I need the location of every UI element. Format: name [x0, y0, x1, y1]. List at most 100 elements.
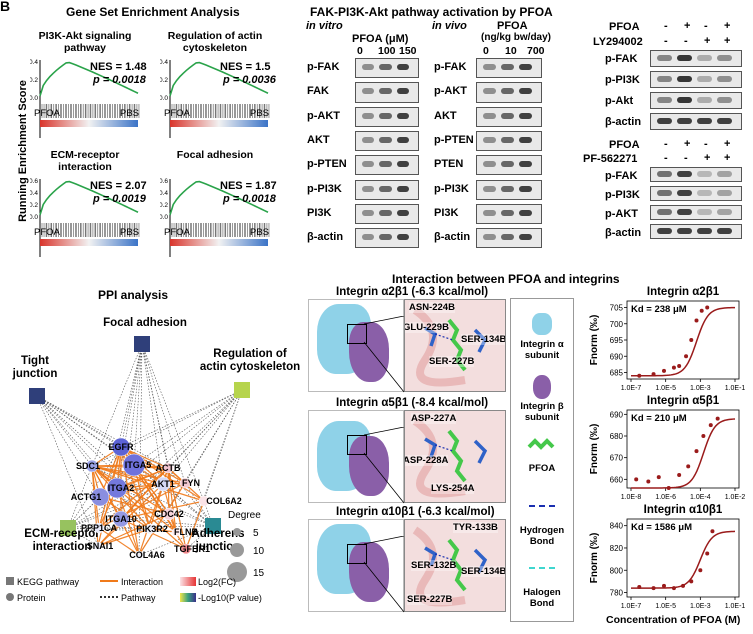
pbs-end-label: PBS [250, 108, 270, 119]
data-point [708, 423, 713, 428]
interaction-edge [91, 465, 164, 485]
protein-node [171, 527, 181, 537]
protein-band [396, 88, 409, 95]
invivo-header-unit: (ng/kg bw/day) [481, 32, 551, 43]
protein-label: ITGA5 [125, 460, 152, 470]
wb-title: FAK-PI3K-Akt pathway activation by PFOA [310, 5, 553, 19]
mst-ylabel: Fnorm (‰) [589, 533, 600, 584]
blot-strip [650, 113, 742, 130]
degree-circle [233, 528, 241, 536]
protein-band [677, 170, 692, 177]
docking-legend: Integrin α subunit Integrin β subunit PFOA… [510, 298, 574, 622]
data-point [634, 477, 639, 482]
hydrogen-bond-icon-shape [529, 505, 555, 507]
dose-label: 0 [357, 45, 363, 57]
y-tick-label: 0.2 [160, 202, 168, 209]
p-value: p = 0.0019 [93, 193, 146, 205]
pfoa-end-label: PFOA [34, 108, 60, 119]
protein-band [379, 209, 392, 216]
hydrogen-bond [434, 553, 454, 561]
protein-node [155, 476, 171, 492]
pathway-edge [36, 395, 170, 515]
protein-band [501, 88, 514, 95]
x-tick-label: 1.0E-8 [621, 494, 642, 501]
pathway-edge [36, 395, 122, 448]
y-tick-label: 0.2 [30, 202, 38, 209]
pathway-edge [36, 395, 177, 533]
gsea-plot: 0.6 0.4 0.2 0.0 [160, 178, 270, 257]
gsea-plot-title: Regulation of actin cytoskeleton [167, 30, 263, 54]
interaction-edge [98, 527, 140, 556]
x-tick-label: 1.0E-5 [655, 603, 676, 610]
x-tick-label: 1.0E-5 [655, 385, 676, 392]
data-point [637, 373, 642, 378]
protein-label: CDC42 [154, 509, 184, 519]
legend-text: Interaction [121, 577, 163, 587]
y-tick-label: 0.6 [160, 178, 168, 185]
rank-bar [170, 239, 268, 246]
protein-label: β-actin [605, 227, 642, 239]
degree-value: 15 [253, 568, 265, 579]
mst-chart-title: Integrin α2β1 [647, 286, 720, 298]
protein-label: p-Akt [605, 95, 634, 107]
pathway-label-line: actin cytoskeleton [200, 361, 300, 373]
protein-label: p-FAK [605, 170, 638, 182]
protein-band [396, 112, 409, 119]
protein-band [717, 75, 732, 82]
treatment-sign: + [724, 152, 731, 164]
data-point [651, 586, 656, 591]
protein-band [697, 54, 712, 61]
treatment-sign: + [704, 152, 711, 164]
pfoa-end-label: PFOA [164, 108, 190, 119]
gsea-plot: 0.6 0.4 0.2 0.0 [30, 178, 140, 257]
y-tick-label: 0.0 [30, 214, 38, 221]
treatment-sign: + [684, 138, 691, 150]
residue-stick [473, 548, 488, 573]
pathway-edge [67, 527, 177, 533]
protein-band [519, 137, 532, 144]
pathway-label-line: Regulation of [213, 348, 287, 360]
protein-label: EGFR [108, 442, 134, 452]
degree-title: Degree [228, 510, 261, 521]
protein-band [379, 137, 392, 144]
binding-fit-curve [631, 418, 736, 489]
protein-node [179, 477, 191, 489]
kd-annotation: Kd = 1586 μM [631, 522, 692, 533]
mst-xlabel: Concentration of PFOA (M) [606, 614, 741, 626]
binding-fit-curve [630, 306, 736, 377]
protein-label: AKT [307, 133, 330, 146]
y-tick-label: 0.4 [30, 59, 38, 66]
panel-letter: B [0, 0, 11, 14]
invivo-header: PFOA [497, 20, 528, 32]
protein-label: ITGA2 [108, 483, 135, 493]
ribbon [412, 417, 466, 498]
protein-label: ACTB [156, 463, 181, 473]
protein-band [519, 112, 532, 119]
protein-band [501, 137, 514, 144]
pbs-end-label: PBS [250, 227, 270, 238]
protein-band [519, 234, 532, 241]
gsea-plot: 0.4 0.2 0.0 [160, 59, 270, 138]
protein-band [501, 64, 514, 71]
protein-band [379, 112, 392, 119]
protein-band [697, 208, 712, 215]
pathway-node [29, 388, 45, 404]
pfoa-molecule-icon-shape [527, 438, 555, 450]
data-point [637, 584, 642, 589]
data-point [661, 583, 666, 588]
data-point [699, 308, 704, 313]
protein-band [396, 161, 409, 168]
legend-label: PFOA [528, 463, 556, 474]
protein-band [697, 189, 712, 196]
interaction-edge [91, 465, 170, 515]
protein-legend-marker [6, 593, 14, 601]
protein-label: p-PI3K [307, 182, 342, 195]
pathway-edge [184, 482, 214, 527]
data-point [661, 368, 666, 373]
y-tick-label: 820 [610, 544, 624, 553]
legend-label: Halogen Bond [523, 587, 561, 609]
pathway-label-line: Tight [21, 355, 49, 367]
dose-label: 0 [483, 45, 489, 57]
protein-band [396, 185, 409, 192]
alpha-subunit-icon [511, 313, 573, 335]
